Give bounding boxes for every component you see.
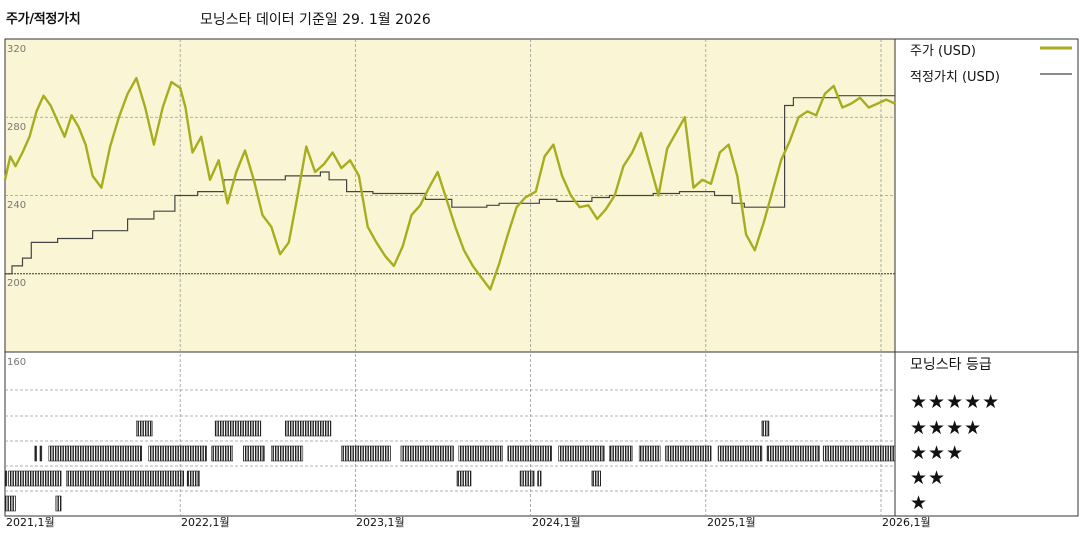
chart-subtitle: 모닝스타 데이터 기준일 29. 1월 2026 [200,12,431,28]
legend-price-label: 주가 (USD) [910,44,976,59]
rating-segment-2star [519,470,535,487]
y-tick-label: 320 [7,44,27,55]
rating-segment-3star [717,445,763,462]
x-tick-label: 2026,1월 [882,516,931,529]
rating-segment-3star [822,445,896,462]
rating-segment-3star [211,445,233,462]
rating-segment-3star [34,445,37,462]
rating-segment-3star [341,445,391,462]
chart-grid [5,39,895,516]
rating-segment-3star [507,445,552,462]
rating-segment-4star [284,420,332,437]
rating-segment-4star [214,420,262,437]
rating-segment-3star [148,445,207,462]
rating-segment-2star [537,470,542,487]
rating-segment-3star [766,445,820,462]
rating-segment-3star [609,445,633,462]
page-title: 주가/적정가치 [6,12,81,27]
rating-segment-3star [243,445,265,462]
rating-stars-4: ★★★★ [910,417,983,439]
rating-stars-5: ★★★★★ [910,391,1001,413]
rating-segment-1star [55,495,62,512]
rating-segment-3star [458,445,503,462]
x-tick-label: 2024,1월 [532,516,581,529]
y-tick-label: 240 [7,200,27,211]
rating-segment-3star [39,445,43,462]
y-tick-label: 200 [7,278,27,289]
y-tick-label: 280 [7,122,27,133]
rating-bars [4,420,896,512]
rating-segment-4star [761,420,770,437]
x-tick-label: 2023,1월 [356,516,405,529]
rating-segment-3star [400,445,454,462]
rating-segment-3star [665,445,712,462]
rating-segment-2star [8,470,62,487]
x-tick-label: 2025,1월 [707,516,756,529]
rating-segment-4star [136,420,153,437]
rating-stars-1: ★ [910,492,929,514]
rating-segment-1star [4,495,16,512]
rating-stars-3: ★★★ [910,442,965,464]
rating-segment-3star [48,445,143,462]
rating-segment-3star [558,445,605,462]
rating-segment-2star [4,470,8,487]
rating-segment-2star [66,470,185,487]
y-tick-label: 160 [7,357,27,368]
price-line [3,76,896,291]
x-tick-label: 2021,1월 [6,516,55,529]
rating-segment-2star [456,470,472,487]
rating-segment-3star [638,445,661,462]
x-tick-label: 2022,1월 [181,516,230,529]
rating-segment-3star [270,445,304,462]
rating-title: 모닝스타 등급 [910,357,992,373]
chart-legend [1040,46,1072,75]
chart-border [4,38,1079,517]
rating-stars-2: ★★ [910,467,947,489]
legend-fair-label: 적정가치 (USD) [910,70,1000,85]
rating-segment-2star [591,470,602,487]
rating-segment-2star [186,470,200,487]
price-series [3,76,896,291]
